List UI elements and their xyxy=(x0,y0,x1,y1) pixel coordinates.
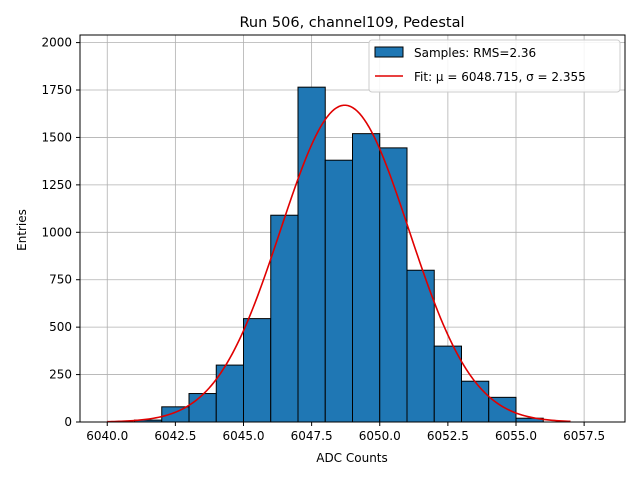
y-axis-label: Entries xyxy=(15,209,29,251)
histogram-bar-10 xyxy=(406,269,435,423)
histogram-bar-11 xyxy=(433,345,462,423)
histogram-bar-1 xyxy=(161,406,190,423)
histogram-bar-7 xyxy=(324,159,353,423)
y-tick-label-2: 500 xyxy=(49,320,72,334)
plot-frame xyxy=(79,34,626,423)
histogram-bar-4 xyxy=(243,318,272,423)
legend-swatch-samples xyxy=(374,46,404,58)
y-tick-label-3: 750 xyxy=(49,273,72,287)
y-tick-label-0: 0 xyxy=(64,415,72,429)
legend-box xyxy=(368,39,621,93)
x-tick-label-2: 6045.0 xyxy=(223,429,265,443)
histogram-bar-6 xyxy=(297,86,326,423)
legend-label-samples: Samples: RMS=2.36 xyxy=(414,46,536,60)
x-tick-label-3: 6047.5 xyxy=(291,429,333,443)
chart-title: Run 506, channel109, Pedestal xyxy=(239,15,464,31)
x-tick-label-1: 6042.5 xyxy=(154,429,196,443)
y-tick-label-4: 1000 xyxy=(41,225,72,239)
histogram-bar-8 xyxy=(352,133,381,423)
x-tick-label-5: 6052.5 xyxy=(427,429,469,443)
y-tick-label-5: 1250 xyxy=(41,178,72,192)
x-axis-label: ADC Counts xyxy=(316,451,388,465)
y-tick-label-6: 1500 xyxy=(41,130,72,144)
y-tick-label-7: 1750 xyxy=(41,83,72,97)
y-axis-ticks: 0 250 500 750 1000 1250 1500 1750 2000 xyxy=(41,36,80,429)
histogram-bar-9 xyxy=(379,147,408,423)
histogram-bar-13 xyxy=(488,396,517,423)
legend-label-fit: Fit: μ = 6048.715, σ = 2.355 xyxy=(414,70,586,84)
fit-curve xyxy=(107,104,571,423)
x-axis-ticks: 6040.0 6042.5 6045.0 6047.5 6050.0 6052.5 6055… xyxy=(86,422,605,443)
y-tick-label-1: 250 xyxy=(49,368,72,382)
legend: Samples: RMS=2.36 Fit: μ = 6048.715, σ =… xyxy=(368,39,621,93)
x-tick-label-4: 6050.0 xyxy=(359,429,401,443)
x-tick-label-0: 6040.0 xyxy=(86,429,128,443)
y-tick-label-8: 2000 xyxy=(41,36,72,50)
histogram-bar-12 xyxy=(461,380,490,423)
x-tick-label-6: 6055.0 xyxy=(495,429,537,443)
histogram-bar-2 xyxy=(188,393,217,423)
x-tick-label-7: 6057.5 xyxy=(563,429,605,443)
